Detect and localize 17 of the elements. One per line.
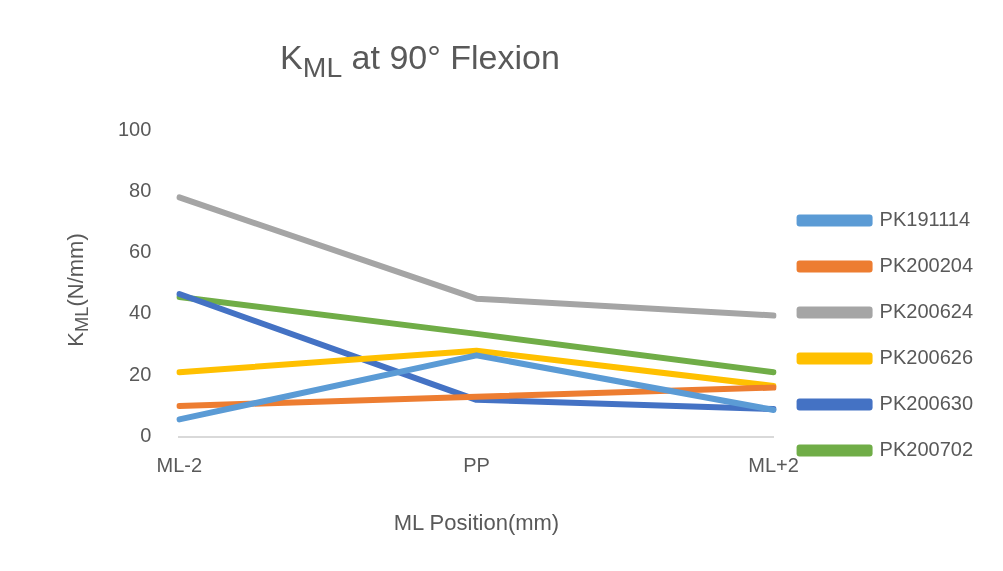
- y-tick-label: 60: [129, 240, 152, 263]
- legend-label: PK200624: [879, 300, 973, 323]
- y-tick-label: 80: [129, 178, 152, 201]
- x-tick-label: ML+2: [748, 454, 799, 477]
- legend-label: PK200702: [879, 438, 973, 461]
- x-axis-title: ML Position(mm): [393, 509, 560, 535]
- chart-title: K$_{ML}$ at 90° Flexion: [279, 38, 561, 84]
- legend-label: PK200626: [879, 346, 973, 369]
- x-tick-label: ML-2: [156, 454, 203, 477]
- y-tick-label: 0: [140, 424, 152, 447]
- legend-label: PK200630: [879, 392, 973, 415]
- legend-label: PK200204: [879, 254, 973, 277]
- y-tick-label: 40: [129, 301, 152, 324]
- y-tick-label: 100: [117, 117, 152, 140]
- y-tick-label: 20: [129, 362, 152, 385]
- x-tick-label: PP: [463, 454, 490, 477]
- legend-label: PK191114: [879, 208, 971, 231]
